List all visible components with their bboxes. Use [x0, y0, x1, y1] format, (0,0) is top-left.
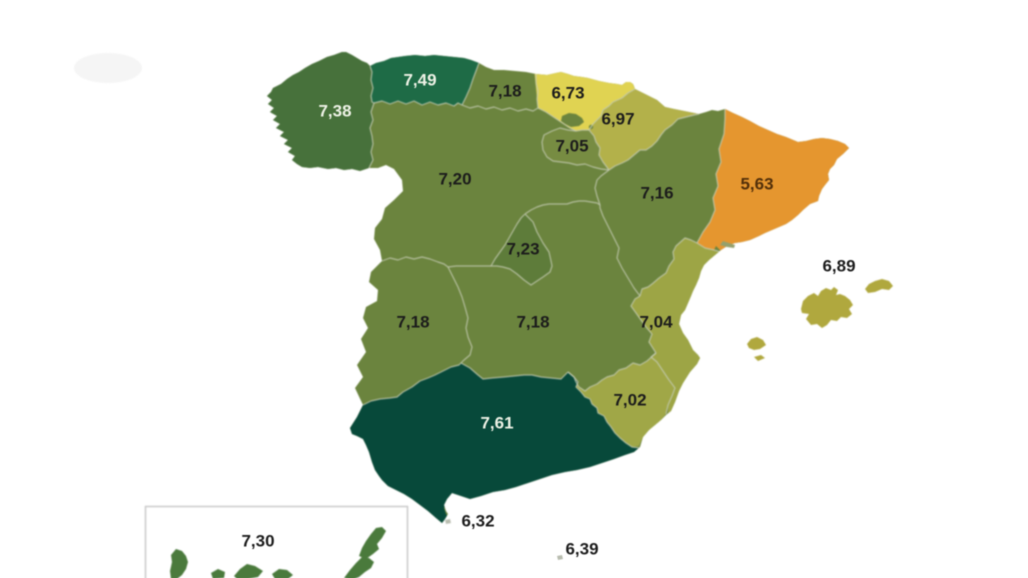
svg-text:7,23: 7,23	[506, 240, 539, 259]
svg-text:7,38: 7,38	[318, 102, 351, 121]
svg-text:7,49: 7,49	[403, 71, 436, 90]
svg-text:5,63: 5,63	[740, 175, 773, 194]
svg-text:7,02: 7,02	[613, 391, 646, 410]
svg-text:6,89: 6,89	[822, 257, 855, 276]
svg-text:7,05: 7,05	[555, 137, 588, 156]
svg-text:6,97: 6,97	[601, 110, 634, 129]
svg-text:7,04: 7,04	[639, 313, 673, 332]
svg-text:6,39: 6,39	[565, 540, 598, 559]
svg-text:7,16: 7,16	[640, 184, 673, 203]
svg-text:7,20: 7,20	[438, 170, 471, 189]
svg-text:7,18: 7,18	[516, 313, 549, 332]
svg-text:6,73: 6,73	[551, 84, 584, 103]
svg-text:7,30: 7,30	[241, 532, 274, 551]
svg-text:7,18: 7,18	[488, 82, 521, 101]
svg-text:7,18: 7,18	[396, 313, 429, 332]
svg-text:7,61: 7,61	[480, 414, 513, 433]
svg-text:6,32: 6,32	[461, 512, 494, 531]
